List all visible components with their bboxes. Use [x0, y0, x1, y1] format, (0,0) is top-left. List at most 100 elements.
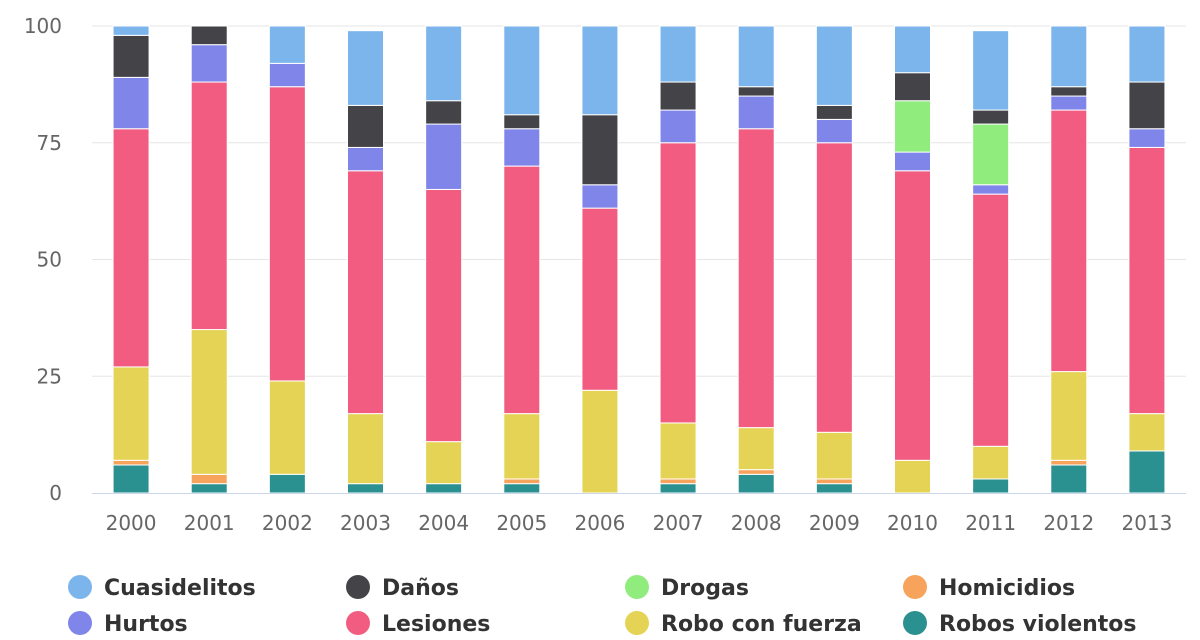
- bar-segment-lesiones-2003[interactable]: [347, 170, 384, 415]
- bar-segment-robo-con-fuerza-2002[interactable]: [268, 380, 306, 475]
- bar-segment-cuasidelitos-2005[interactable]: [503, 25, 541, 116]
- bar-segment-lesiones-2011[interactable]: [972, 193, 1010, 447]
- legend-item-robo-con-fuerza[interactable]: Robo con fuerza: [625, 611, 862, 637]
- bar-segment-homicidios-2007[interactable]: [659, 478, 697, 485]
- bar-segment-lesiones-2013[interactable]: [1128, 146, 1166, 415]
- bar-segment-hurtos-2006[interactable]: [581, 184, 619, 209]
- bar-segment-robos-violentos-2007[interactable]: [659, 483, 697, 494]
- bar-segment-daños-2006[interactable]: [581, 114, 619, 186]
- bar-segment-cuasidelitos-2000[interactable]: [112, 25, 150, 36]
- bar-segment-lesiones-2009[interactable]: [815, 142, 853, 433]
- legend-label: Robos violentos: [939, 612, 1137, 637]
- bar-segment-lesiones-2008[interactable]: [737, 128, 775, 429]
- bar-segment-daños-2008[interactable]: [737, 86, 775, 97]
- bar-segment-lesiones-2002[interactable]: [268, 86, 306, 382]
- bar-segment-homicidios-2000[interactable]: [112, 459, 150, 466]
- bar-segment-hurtos-2001[interactable]: [190, 44, 228, 83]
- bar-segment-robo-con-fuerza-2000[interactable]: [112, 366, 150, 461]
- bar-segment-daños-2000[interactable]: [112, 34, 150, 78]
- bar-segment-lesiones-2004[interactable]: [425, 188, 463, 443]
- bar-segment-robo-con-fuerza-2011[interactable]: [972, 445, 1010, 480]
- bar-segment-hurtos-2009[interactable]: [815, 118, 853, 144]
- bar-segment-hurtos-2010[interactable]: [894, 151, 931, 172]
- bar-segment-robo-con-fuerza-2005[interactable]: [503, 413, 541, 480]
- bar-segment-robo-con-fuerza-2004[interactable]: [425, 441, 463, 485]
- bar-segment-robo-con-fuerza-2008[interactable]: [737, 427, 775, 471]
- bar-segment-cuasidelitos-2008[interactable]: [737, 25, 775, 88]
- legend-item-robos-violentos[interactable]: Robos violentos: [903, 611, 1137, 637]
- bar-segment-hurtos-2000[interactable]: [112, 76, 150, 130]
- bar-segment-homicidios-2009[interactable]: [815, 478, 853, 485]
- bar-segment-daños-2007[interactable]: [659, 81, 697, 111]
- bar-segment-cuasidelitos-2007[interactable]: [659, 25, 697, 83]
- bar-segment-lesiones-2010[interactable]: [894, 170, 931, 461]
- bar-segment-homicidios-2008[interactable]: [737, 469, 775, 475]
- bar-segment-daños-2012[interactable]: [1050, 86, 1088, 97]
- bar-segment-homicidios-2001[interactable]: [190, 473, 228, 485]
- bar-stack-2004: [425, 25, 463, 494]
- bar-segment-daños-2011[interactable]: [972, 109, 1010, 125]
- bar-segment-hurtos-2012[interactable]: [1050, 95, 1088, 111]
- bar-segment-cuasidelitos-2011[interactable]: [972, 30, 1010, 111]
- bar-segment-robos-violentos-2003[interactable]: [347, 483, 384, 494]
- bar-segment-cuasidelitos-2013[interactable]: [1128, 25, 1166, 83]
- bar-segment-robo-con-fuerza-2012[interactable]: [1050, 371, 1088, 461]
- bar-segment-cuasidelitos-2004[interactable]: [425, 25, 463, 102]
- bar-segment-robos-violentos-2009[interactable]: [815, 483, 853, 494]
- bar-segment-robos-violentos-2001[interactable]: [190, 483, 228, 494]
- bar-segment-daños-2009[interactable]: [815, 104, 853, 120]
- bar-segment-lesiones-2000[interactable]: [112, 128, 150, 368]
- bar-segment-hurtos-2004[interactable]: [425, 123, 463, 190]
- bar-segment-lesiones-2007[interactable]: [659, 142, 697, 424]
- bar-segment-robos-violentos-2005[interactable]: [503, 483, 541, 494]
- legend-item-cuasidelitos[interactable]: Cuasidelitos: [68, 575, 256, 601]
- bar-segment-daños-2005[interactable]: [503, 114, 541, 130]
- legend-item-drogas[interactable]: Drogas: [625, 575, 749, 601]
- bar-segment-hurtos-2007[interactable]: [659, 109, 697, 144]
- bar-segment-homicidios-2012[interactable]: [1050, 459, 1088, 466]
- bar-segment-cuasidelitos-2010[interactable]: [894, 25, 931, 74]
- bar-segment-robos-violentos-2008[interactable]: [737, 473, 775, 494]
- bar-segment-homicidios-2005[interactable]: [503, 478, 541, 485]
- bar-segment-robos-violentos-2013[interactable]: [1128, 450, 1166, 494]
- bar-segment-daños-2010[interactable]: [894, 72, 931, 102]
- y-tick-label: 75: [37, 131, 62, 155]
- bar-segment-daños-2013[interactable]: [1128, 81, 1166, 130]
- bar-segment-robo-con-fuerza-2007[interactable]: [659, 422, 697, 480]
- bar-segment-robo-con-fuerza-2003[interactable]: [347, 413, 384, 485]
- bar-segment-robo-con-fuerza-2006[interactable]: [581, 389, 619, 494]
- bar-segment-robo-con-fuerza-2001[interactable]: [190, 329, 228, 475]
- bar-segment-cuasidelitos-2002[interactable]: [268, 25, 306, 64]
- bar-segment-hurtos-2003[interactable]: [347, 146, 384, 172]
- bar-segment-lesiones-2006[interactable]: [581, 207, 619, 391]
- bar-segment-robo-con-fuerza-2009[interactable]: [815, 431, 853, 480]
- bar-segment-hurtos-2013[interactable]: [1128, 128, 1166, 148]
- bar-segment-robos-violentos-2000[interactable]: [112, 464, 150, 494]
- bar-segment-robo-con-fuerza-2013[interactable]: [1128, 413, 1166, 452]
- bar-segment-lesiones-2001[interactable]: [190, 81, 228, 331]
- bar-segment-hurtos-2008[interactable]: [737, 95, 775, 130]
- bar-segment-cuasidelitos-2009[interactable]: [815, 25, 853, 106]
- legend-item-lesiones[interactable]: Lesiones: [346, 611, 490, 637]
- bar-segment-drogas-2010[interactable]: [894, 100, 931, 153]
- bar-segment-lesiones-2005[interactable]: [503, 165, 541, 415]
- bar-segment-robo-con-fuerza-2010[interactable]: [894, 459, 931, 494]
- bar-segment-cuasidelitos-2012[interactable]: [1050, 25, 1088, 88]
- bar-segment-robos-violentos-2011[interactable]: [972, 478, 1010, 494]
- bar-segment-drogas-2011[interactable]: [972, 123, 1010, 186]
- bar-segment-daños-2004[interactable]: [425, 100, 463, 125]
- bar-segment-cuasidelitos-2006[interactable]: [581, 25, 619, 116]
- bar-segment-hurtos-2002[interactable]: [268, 62, 306, 88]
- bar-segment-robos-violentos-2012[interactable]: [1050, 464, 1088, 494]
- bar-segment-hurtos-2005[interactable]: [503, 128, 541, 167]
- legend-item-homicidios[interactable]: Homicidios: [903, 575, 1075, 601]
- bar-segment-hurtos-2011[interactable]: [972, 184, 1010, 195]
- bar-segment-lesiones-2012[interactable]: [1050, 109, 1088, 373]
- bar-segment-robos-violentos-2004[interactable]: [425, 483, 463, 494]
- legend-item-hurtos[interactable]: Hurtos: [68, 611, 188, 637]
- bar-segment-robos-violentos-2002[interactable]: [268, 473, 306, 494]
- bar-segment-cuasidelitos-2003[interactable]: [347, 30, 384, 106]
- legend-item-daños[interactable]: Daños: [346, 575, 459, 601]
- bar-segment-daños-2003[interactable]: [347, 104, 384, 148]
- bar-segment-daños-2001[interactable]: [190, 25, 228, 46]
